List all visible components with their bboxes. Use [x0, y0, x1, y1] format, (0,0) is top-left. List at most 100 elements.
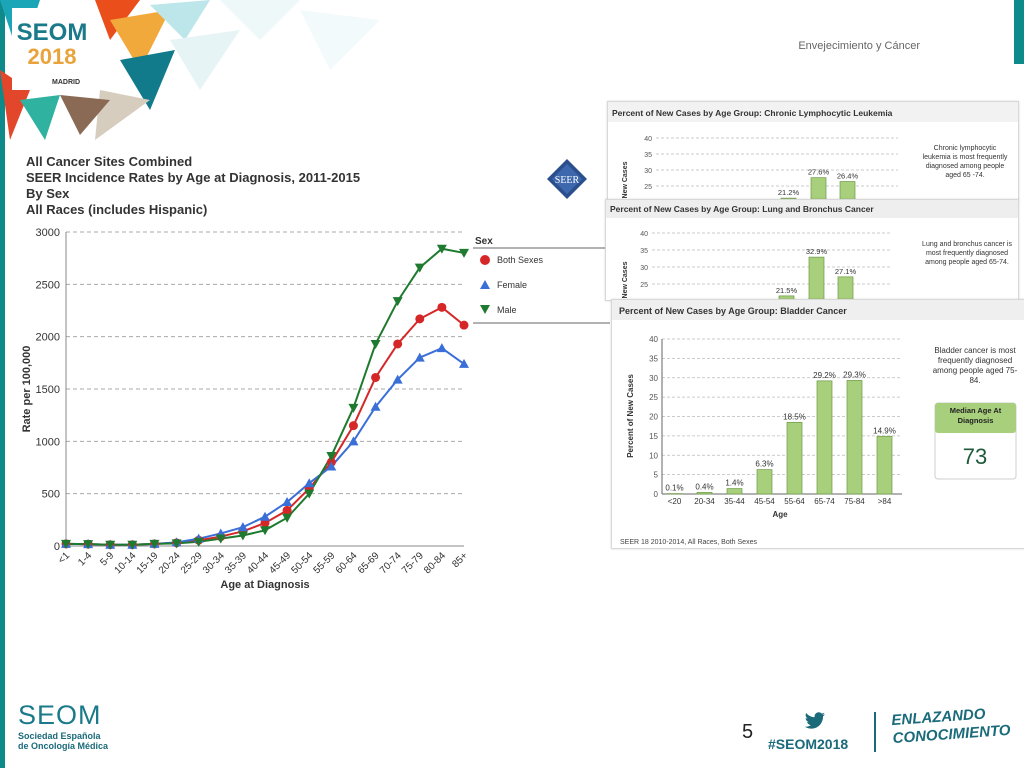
footer-hashtag: #SEOM2018: [768, 736, 849, 752]
page-number: 5: [742, 721, 754, 743]
logo-city: MADRID: [52, 79, 80, 86]
bladder-bar-label: 0.4%: [695, 482, 713, 491]
point-both-sexes: [260, 518, 270, 528]
x-tick-label: 5-9: [98, 550, 116, 568]
right-accent-bar: [1014, 0, 1024, 64]
bladder-bar: [756, 469, 773, 495]
legend-label-male: Male: [497, 305, 517, 315]
x-tick-label: >84: [878, 497, 892, 506]
point-male: [83, 540, 94, 550]
cll-bar: [839, 181, 856, 201]
bladder-note: Bladder cancer is most frequently diagno…: [932, 346, 1018, 385]
bladder-bar: [816, 380, 833, 495]
y-tick-label: 30: [644, 168, 652, 175]
y-tick-label: 40: [649, 335, 658, 344]
point-female: [348, 436, 359, 446]
lung-bar-label: 21.5%: [776, 286, 798, 295]
x-tick-label: 85+: [450, 550, 470, 570]
point-male: [392, 297, 403, 307]
twitter-bird-icon: [804, 712, 825, 729]
footer-org-name: SEOM: [18, 700, 102, 730]
legend-marker-female: [480, 280, 490, 289]
bladder-bar-chart: Percent of New Cases by Age Group: Bladd…: [612, 300, 1024, 546]
point-female: [414, 352, 425, 362]
series-line-male: [65, 247, 465, 546]
point-female: [304, 478, 315, 488]
panel-cll: Percent of New Cases by Age Group: Chron…: [607, 101, 1019, 201]
y-tick-label: 40: [644, 136, 652, 143]
point-male: [61, 539, 71, 549]
lung-bar-label: 27.1%: [835, 267, 857, 276]
chart-title-line-3: By Sex: [26, 186, 70, 201]
y-axis-label: Rate per 100,000: [21, 346, 33, 433]
bladder-source: SEER 18 2010-2014, All Races, Both Sexes: [620, 539, 757, 546]
y-tick-label: 35: [644, 152, 652, 159]
x-tick-label: 65-74: [814, 497, 835, 506]
y-tick-label: 0: [654, 490, 659, 499]
y-tick-label: 1000: [36, 436, 60, 448]
x-tick-label: 1-4: [76, 550, 94, 568]
chart-title-line-2: SEER Incidence Rates by Age at Diagnosis…: [26, 170, 360, 185]
x-tick-label: 10-14: [113, 550, 139, 576]
x-axis-label: Age at Diagnosis: [220, 579, 309, 591]
cll-bar-label: 27.6%: [808, 168, 830, 177]
legend: Sex Both Sexes Female Male: [473, 236, 610, 324]
point-both-sexes: [415, 314, 425, 324]
y-tick-label: 25: [640, 282, 648, 289]
x-tick-label: 35-44: [724, 497, 745, 506]
bladder-chart-title: Percent of New Cases by Age Group: Bladd…: [619, 306, 847, 316]
cll-bar: [810, 177, 827, 201]
y-tick-label: 500: [42, 489, 60, 501]
y-tick-label: 3000: [36, 227, 60, 239]
x-tick-label: 20-24: [157, 550, 183, 576]
footer-org-line2: de Oncología Médica: [18, 741, 109, 751]
y-tick-label: 20: [649, 413, 658, 422]
lung-chart-title: Percent of New Cases by Age Group: Lung …: [610, 204, 874, 214]
bladder-bar: [726, 488, 743, 495]
bladder-bar-label: 29.2%: [813, 371, 836, 380]
y-tick-label: 35: [640, 248, 648, 255]
cll-bar-label: 26.4%: [837, 172, 859, 181]
x-tick-label: 40-44: [245, 550, 271, 576]
legend-marker-male: [480, 305, 490, 314]
bladder-bar-label: 1.4%: [725, 479, 743, 488]
cll-y-axis-label: New Cases: [622, 161, 629, 198]
x-tick-label: 65-69: [356, 550, 382, 576]
point-female: [260, 511, 270, 521]
cll-bar-chart: Percent of New Cases by Age Group: Chron…: [608, 102, 1018, 201]
bladder-bar: [846, 380, 863, 495]
point-male: [237, 531, 248, 541]
chart-title-line-4: All Races (includes Hispanic): [26, 202, 207, 217]
y-tick-label: 30: [649, 374, 658, 383]
y-tick-label: 30: [640, 265, 648, 272]
x-tick-label: 70-74: [378, 550, 404, 576]
point-male: [414, 263, 425, 273]
footer-slogan: ENLAZANDO CONOCIMIENTO: [891, 704, 1011, 748]
point-female: [459, 358, 469, 368]
point-female: [326, 461, 337, 471]
y-tick-label: 10: [649, 451, 658, 460]
footer-divider: [874, 712, 876, 752]
point-male: [149, 539, 160, 549]
x-tick-label: 60-64: [334, 550, 360, 576]
point-male: [127, 540, 138, 550]
x-tick-label: 15-19: [135, 550, 161, 576]
legend-label-female: Female: [497, 280, 527, 290]
logo-title: SEOM: [17, 19, 88, 46]
slide-title: Envejecimiento y Cáncer: [798, 40, 920, 52]
seer-logo-text: SEER: [555, 175, 580, 186]
main-line-chart: All Cancer Sites Combined SEER Incidence…: [16, 142, 610, 604]
lung-bar: [808, 256, 825, 301]
y-tick-label: 5: [654, 471, 659, 480]
bladder-bar: [696, 492, 713, 495]
x-tick-label: 20-34: [694, 497, 715, 506]
point-both-sexes: [393, 339, 403, 349]
bladder-bar-label: 0.1%: [665, 484, 683, 493]
legend-label-both: Both Sexes: [497, 255, 544, 265]
point-both-sexes: [371, 372, 381, 382]
lung-bar-label: 32.9%: [806, 247, 828, 256]
y-tick-label: 0: [54, 541, 60, 553]
y-tick-label: 2500: [36, 279, 60, 291]
left-accent-bar: [0, 0, 5, 768]
point-female: [282, 497, 293, 507]
